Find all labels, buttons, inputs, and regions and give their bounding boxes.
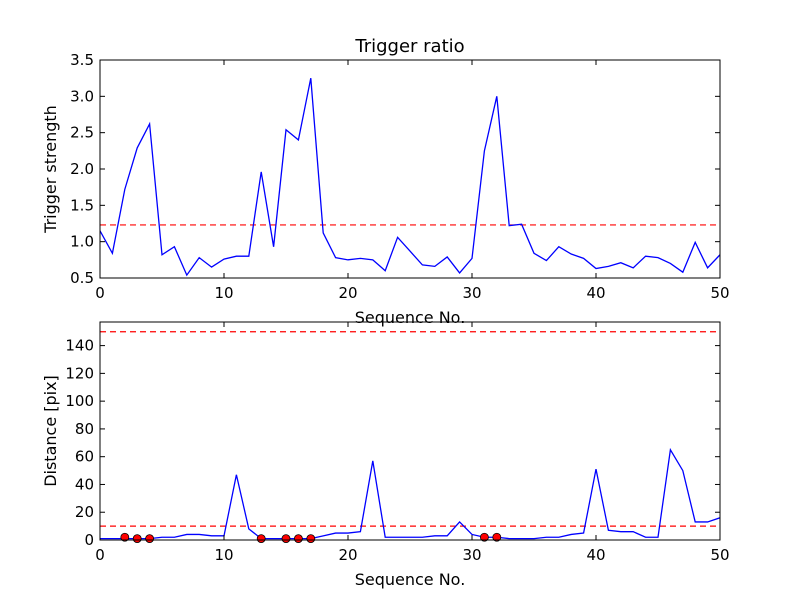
top-x-tick-label-5: 50	[710, 284, 729, 302]
bottom-y-tick-label-2: 40	[75, 475, 94, 493]
bottom-y-tick-label-6: 120	[65, 364, 94, 382]
bottom-y-tick-label-4: 80	[75, 420, 94, 438]
top-chart-title: Trigger ratio	[354, 36, 464, 57]
bottom-marker-4	[281, 534, 291, 544]
bottom-series-line-0	[100, 447, 720, 540]
bottom-x-tick-label-1: 10	[214, 546, 233, 564]
bottom-marker-3	[256, 534, 266, 544]
bottom-x-axis-label: Sequence No.	[355, 570, 466, 589]
bottom-marker-8	[492, 532, 502, 542]
bottom-x-tick-label-4: 40	[586, 546, 605, 564]
bottom-axes-frame	[99, 321, 721, 541]
bottom-x-tick-label-3: 30	[462, 546, 481, 564]
bottom-marker-1	[132, 534, 142, 544]
top-x-tick-label-1: 10	[214, 284, 233, 302]
top-y-tick-label-3: 2.0	[70, 160, 94, 178]
bottom-y-tick-label-0: 0	[84, 531, 94, 549]
bottom-chart: 0 10 20 30 40 50 0 20 40 60 80 100 120 140 Sequence No…	[41, 321, 730, 589]
top-x-tick-label-3: 30	[462, 284, 481, 302]
bottom-marker-6	[306, 534, 316, 544]
bottom-x-tick-label-5: 50	[710, 546, 729, 564]
bottom-marker-2	[145, 534, 155, 544]
top-y-tick-label-2: 1.5	[70, 196, 94, 214]
top-series-line-0	[100, 78, 720, 277]
bottom-y-tick-label-7: 140	[65, 337, 94, 355]
bottom-y-tick-label-5: 100	[65, 392, 94, 410]
top-y-axis-label: Trigger strength	[41, 105, 60, 234]
top-y-tick-label-4: 2.5	[70, 124, 94, 142]
bottom-marker-5	[293, 534, 303, 544]
top-y-tick-label-1: 1.0	[70, 233, 94, 251]
top-y-tick-label-0: 0.5	[70, 269, 94, 287]
top-x-tick-label-4: 40	[586, 284, 605, 302]
bottom-y-tick-label-1: 20	[75, 503, 94, 521]
top-y-tick-label-6: 3.5	[70, 51, 94, 69]
bottom-marker-7	[479, 532, 489, 542]
bottom-y-tick-label-3: 60	[75, 448, 94, 466]
top-x-axis-label: Sequence No.	[355, 308, 466, 327]
bottom-x-tick-label-0: 0	[95, 546, 105, 564]
bottom-x-tick-label-2: 20	[338, 546, 357, 564]
bottom-y-axis-label: Distance [pix]	[41, 375, 60, 487]
bottom-marker-0	[120, 532, 130, 542]
top-y-tick-label-5: 3.0	[70, 87, 94, 105]
top-x-tick-label-0: 0	[95, 284, 105, 302]
top-x-tick-label-2: 20	[338, 284, 357, 302]
